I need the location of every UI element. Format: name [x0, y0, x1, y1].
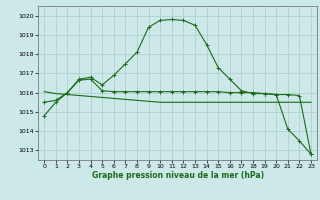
- X-axis label: Graphe pression niveau de la mer (hPa): Graphe pression niveau de la mer (hPa): [92, 171, 264, 180]
